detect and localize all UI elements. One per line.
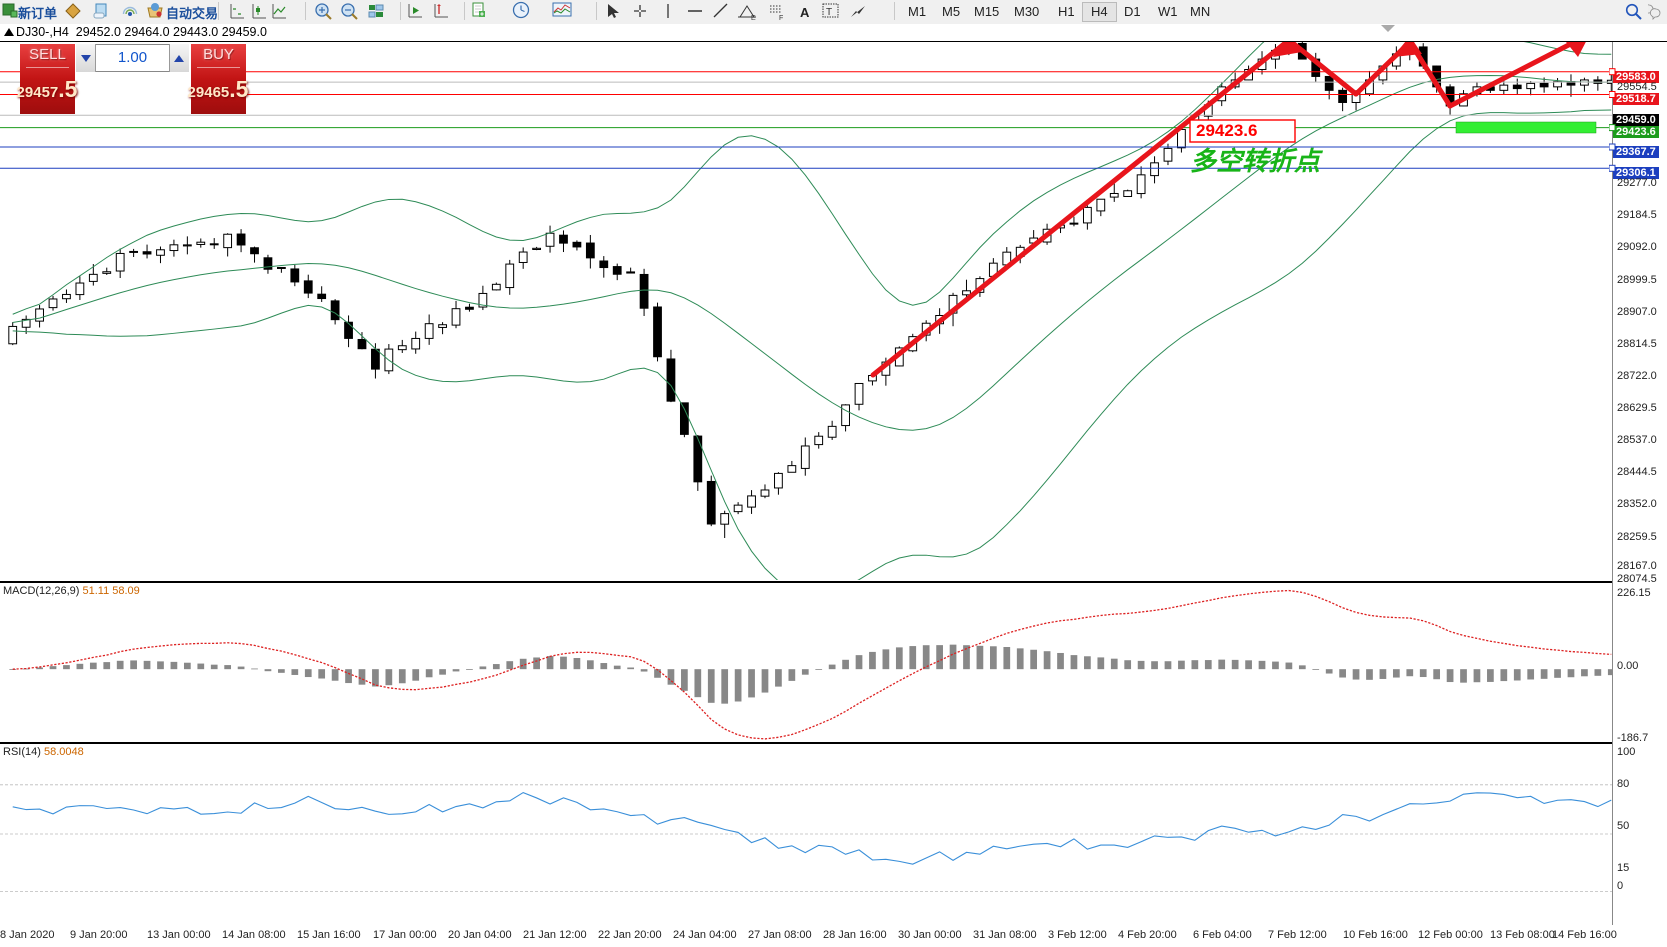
svg-text:F: F [779,15,783,22]
svg-text:T: T [826,7,832,18]
svg-text:29423.6: 29423.6 [1196,121,1257,140]
svg-text:多空转折点: 多空转折点 [1190,146,1324,176]
svg-text:E: E [751,15,756,22]
